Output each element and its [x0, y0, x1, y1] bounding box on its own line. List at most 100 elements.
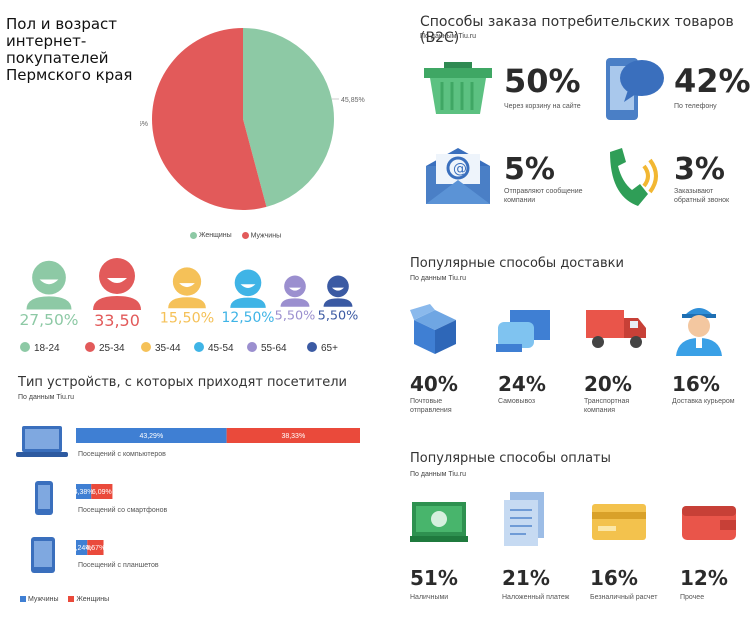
device-label-tablet: Посещений с планшетов: [78, 562, 159, 569]
bar-women-label-2: 4,67%: [85, 545, 105, 552]
delivery-label-transport-2: компания: [584, 407, 616, 414]
age-legend-label-3: 45-54: [208, 343, 234, 354]
pie-title-line-3: Пермского края: [6, 66, 133, 84]
tablet-icon: [31, 537, 55, 573]
device-source: По данным Tiu.ru: [18, 394, 74, 401]
legend-women-label-devices: Женщины: [76, 596, 110, 603]
b2c-panel: Способы заказа потребительских товаров (…: [400, 0, 755, 230]
delivery-label-pickup: Самовывоз: [498, 398, 536, 405]
payment-pct-cash: 51%: [410, 566, 458, 590]
age-person-icon-4: [280, 275, 310, 307]
phone-chat-icon: [606, 58, 664, 120]
pie-label-women: 45,85%: [341, 97, 365, 104]
pie-legend: Женщины Мужчины: [190, 232, 281, 239]
pie-title: Пол и возраст интернет- покупателей Перм…: [6, 16, 196, 84]
device-title: Тип устройств, с которых приходят посети…: [18, 375, 347, 390]
pie-label-men: 54,15%: [140, 121, 148, 128]
pie-chart: 45,85% 54,15%: [140, 28, 365, 211]
age-person-icon-5: [323, 275, 353, 307]
b2c-title: Способы заказа потребительских товаров (…: [420, 14, 734, 46]
device-bars: 43,29% 38,33% 4,38%6,09% 3,24%4,67%: [72, 428, 360, 555]
bar-women-label-1: 6,09%: [92, 489, 112, 496]
b2c-label-callback-1: Заказывают: [674, 188, 714, 195]
bar-women-2: [87, 540, 104, 555]
device-label-smartphone: Посещений со смартфонов: [78, 507, 168, 514]
b2c-label-basket: Через корзину на сайте: [504, 103, 581, 110]
pie-title-line-1: Пол и возраст интернет-: [6, 15, 118, 50]
delivery-label-post-1: Почтовые: [410, 398, 443, 405]
bar-women-0: [226, 428, 360, 443]
payment-panel: Популярные способы оплаты По данным Tiu.…: [392, 440, 755, 618]
age-value-3: 12,50%: [222, 310, 275, 326]
b2c-pct-message: 5%: [504, 152, 555, 187]
age-legend-dot-0: [20, 342, 30, 352]
b2c-label-callback-2: обратный звонок: [674, 197, 730, 204]
age-legend-label-5: 65+: [321, 343, 338, 354]
legend-men-swatch-devices: [20, 596, 26, 603]
age-legend-dot-1: [85, 342, 95, 352]
b2c-pct-phone: 42%: [674, 62, 751, 100]
b2c-label-phone: По телефону: [674, 103, 717, 110]
pie-panel: Пол и возраст интернет- покупателей Перм…: [0, 0, 400, 250]
box-icon: [410, 304, 456, 354]
delivery-pct-courier: 16%: [672, 372, 720, 396]
age-person-icon-2: [168, 267, 206, 309]
b2c-label-message-1: Отправляют сообщение: [504, 188, 583, 195]
pie-title-line-2: покупателей: [6, 49, 109, 67]
bar-men-label-2: 3,24%: [72, 545, 92, 552]
payment-label-cod: Наложенный платеж: [502, 594, 570, 601]
payment-source: По данным Tiu.ru: [410, 471, 466, 478]
wallet-icon: [682, 506, 736, 540]
payment-label-cash: Наличными: [410, 594, 449, 601]
courier-icon: [676, 308, 722, 356]
legend-women-label: Женщины: [198, 232, 232, 240]
age-legend-dot-3: [194, 342, 204, 352]
payment-pct-other: 12%: [680, 566, 728, 590]
smartphone-icon: [35, 481, 53, 515]
payment-title: Популярные способы оплаты: [410, 451, 611, 466]
cash-icon: [410, 502, 468, 542]
bar-men-0: [76, 428, 227, 443]
pie-slice-0: [243, 28, 334, 207]
age-value-5: 5,50%: [318, 309, 359, 324]
truck-icon: [586, 310, 646, 348]
laptop-icon: [16, 426, 68, 457]
delivery-source: По данным Tiu.ru: [410, 275, 466, 282]
payment-pct-cashless: 16%: [590, 566, 638, 590]
bar-women-label-0: 38,33%: [281, 433, 305, 440]
envelope-at-icon: @: [426, 148, 490, 204]
legend-women-swatch: [190, 232, 197, 239]
delivery-label-transport-1: Транспортная: [584, 398, 630, 405]
age-panel: 27,50% 33,50 15,50% 12,50% 5,50% 5,50% 18-24 25…: [0, 252, 380, 362]
delivery-pct-transport: 20%: [584, 372, 632, 396]
age-value-1: 33,50: [94, 311, 140, 330]
legend-women-swatch-devices: [68, 596, 75, 603]
delivery-label-courier: Доставка курьером: [672, 398, 735, 405]
legend-men-label: Мужчины: [250, 232, 282, 240]
b2c-source: По данным Tiu.ru: [420, 33, 476, 40]
payment-label-cashless: Безналичный расчет: [590, 594, 658, 601]
b2c-label-message-2: компании: [504, 197, 536, 204]
delivery-pct-pickup: 24%: [498, 372, 546, 396]
b2c-pct-callback: 3%: [674, 152, 725, 187]
delivery-pct-post: 40%: [410, 372, 458, 396]
basket-icon: [424, 62, 492, 114]
b2c-pct-basket: 50%: [504, 62, 581, 100]
payment-label-other: Прочее: [680, 594, 705, 601]
device-legend: Мужчины Женщины: [20, 596, 109, 603]
age-legend-label-0: 18-24: [34, 343, 60, 354]
age-person-icon-1: [93, 258, 141, 310]
invoice-icon: [504, 492, 544, 546]
callback-phone-icon: [610, 148, 658, 206]
legend-men-swatch: [241, 232, 249, 239]
credit-card-icon: [592, 504, 646, 540]
legend-men-label-devices: Мужчины: [27, 596, 59, 603]
age-value-2: 15,50%: [160, 311, 215, 327]
bar-men-1: [76, 484, 92, 499]
age-person-icon-3: [230, 269, 266, 308]
payment-pct-cod: 21%: [502, 566, 550, 590]
delivery-panel: Популярные способы доставки По данным Ti…: [392, 242, 755, 432]
age-value-4: 5,50%: [275, 309, 316, 324]
bar-men-label-0: 43,29%: [139, 433, 163, 440]
bar-men-2: [76, 540, 88, 555]
